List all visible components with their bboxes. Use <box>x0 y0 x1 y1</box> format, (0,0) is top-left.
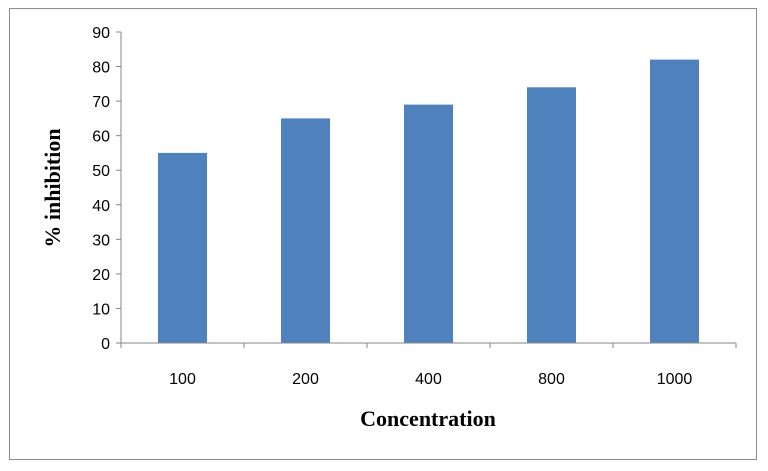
bar-400 <box>404 104 453 343</box>
y-tick-label-80: 80 <box>92 60 110 77</box>
bar-100 <box>158 152 207 343</box>
x-tick-label-800: 800 <box>538 371 565 388</box>
y-tick-label-40: 40 <box>92 198 110 215</box>
chart-area <box>9 8 757 460</box>
y-tick-label-60: 60 <box>92 129 110 146</box>
y-tick-label-10: 10 <box>92 301 110 318</box>
y-tick-label-0: 0 <box>101 336 110 353</box>
bar-1000 <box>650 59 699 343</box>
x-axis-title: Concentration <box>360 406 496 431</box>
bar-200 <box>281 118 330 344</box>
plot-area: 0 10 20 30 40 50 60 70 80 90 100 200 400 800 1000 <box>92 25 737 388</box>
x-tick-label-200: 200 <box>292 371 319 388</box>
y-tick-label-70: 70 <box>92 94 110 111</box>
x-tick-label-1000: 1000 <box>657 371 693 388</box>
y-tick-label-30: 30 <box>92 232 110 249</box>
x-tick-label-100: 100 <box>169 371 196 388</box>
y-tick-label-50: 50 <box>92 163 110 180</box>
y-tick-label-90: 90 <box>92 25 110 42</box>
y-tick-label-20: 20 <box>92 267 110 284</box>
x-tick-label-400: 400 <box>415 371 442 388</box>
bar-800 <box>527 87 576 343</box>
y-axis-title: % inhibition <box>40 128 65 247</box>
